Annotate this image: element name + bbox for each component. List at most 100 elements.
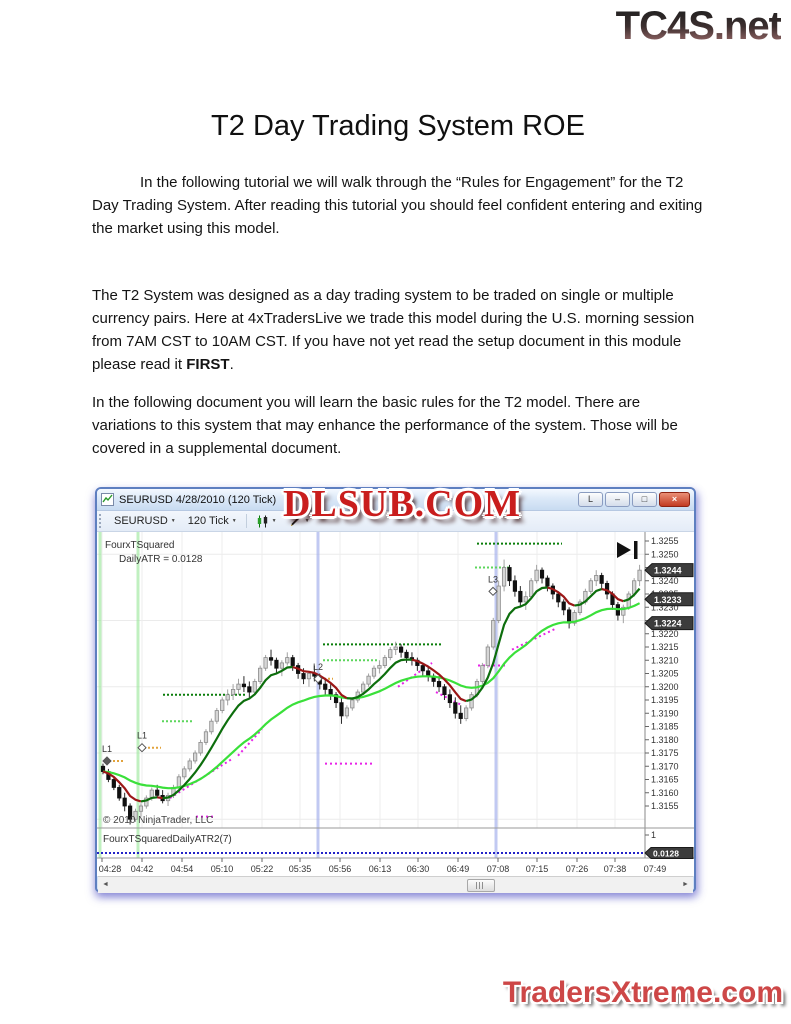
horizontal-scrollbar[interactable]: ◄ ► — [98, 876, 693, 893]
price-tag — [644, 616, 694, 631]
paragraph-system: The T2 System was designed as a day trad… — [92, 284, 704, 376]
svg-text:04:28: 04:28 — [99, 864, 122, 874]
paragraph-rules: In the following document you will learn… — [92, 394, 678, 457]
svg-text:05:35: 05:35 — [289, 864, 312, 874]
price-axis: 1.32551.32501.32451.32401.32351.32301.32… — [644, 532, 694, 858]
price-tag — [644, 563, 694, 578]
svg-text:1.3250: 1.3250 — [651, 549, 679, 559]
minimize-button[interactable]: – — [605, 492, 630, 507]
chart-toolbar: SEURUSD ▼ 120 Tick ▼ ▼ ▼ — [97, 511, 694, 532]
svg-text:L1: L1 — [102, 744, 112, 754]
svg-text:© 2010 NinjaTrader, LLC: © 2010 NinjaTrader, LLC — [103, 815, 213, 826]
interval-label: 120 Tick — [187, 515, 229, 527]
svg-text:L1: L1 — [137, 731, 147, 741]
svg-text:1.3230: 1.3230 — [651, 602, 679, 612]
document-body: T2 Day Trading System ROE In the followi… — [92, 110, 704, 460]
close-button[interactable]: × — [659, 492, 690, 507]
candles — [100, 559, 642, 825]
svg-text:05:22: 05:22 — [251, 864, 274, 874]
svg-text:07:08: 07:08 — [487, 864, 510, 874]
chevron-down-icon: ▼ — [304, 518, 310, 524]
draw-tool-dropdown[interactable]: ▼ — [286, 514, 313, 529]
svg-text:1.3205: 1.3205 — [651, 669, 679, 679]
svg-text:0.0128: 0.0128 — [653, 849, 679, 859]
entry-markers: L1 L1 L2 L3 — [102, 574, 498, 766]
session-lines — [98, 532, 498, 858]
gridlines — [97, 532, 645, 828]
price-tag — [644, 592, 694, 607]
scroll-left-arrow-icon[interactable]: ◄ — [102, 881, 109, 888]
svg-text:1.3170: 1.3170 — [651, 761, 679, 771]
dlsub-watermark: DLSUB.COM — [282, 483, 522, 525]
scrollbar-grip[interactable] — [466, 879, 495, 892]
svg-text:1: 1 — [651, 830, 656, 840]
svg-text:1.3210: 1.3210 — [651, 655, 679, 665]
page-title: T2 Day Trading System ROE — [211, 110, 585, 142]
fast-ma-line — [102, 586, 641, 803]
chart-canvas: L1 L1 L2 L3 FourxTSquared DailyATR = 0.0128 © … — [97, 532, 694, 876]
svg-text:DailyATR = 0.0128: DailyATR = 0.0128 — [119, 554, 203, 565]
svg-text:1.3190: 1.3190 — [651, 708, 679, 718]
window-titlebar[interactable]: SEURUSD 4/28/2010 (120 Tick) L – □ × — [97, 489, 694, 511]
svg-text:FourxTSquaredDailyATR2(7): FourxTSquaredDailyATR2(7) — [103, 834, 232, 845]
atr-subpanel: FourxTSquaredDailyATR2(7) 1 0.0128 — [97, 827, 694, 859]
toolbar-separator — [245, 514, 247, 528]
instrument-label: SEURUSD — [114, 515, 168, 527]
svg-text:05:56: 05:56 — [329, 864, 352, 874]
restore-button[interactable]: □ — [632, 492, 657, 507]
instrument-dropdown[interactable]: SEURUSD ▼ — [111, 514, 179, 528]
svg-text:06:30: 06:30 — [407, 864, 430, 874]
window-title: SEURUSD 4/28/2010 (120 Tick) — [119, 493, 277, 506]
svg-text:06:13: 06:13 — [369, 864, 392, 874]
svg-text:1.3185: 1.3185 — [651, 722, 679, 732]
svg-text:07:38: 07:38 — [604, 864, 627, 874]
svg-text:1.3175: 1.3175 — [651, 748, 679, 758]
svg-text:L3: L3 — [488, 574, 498, 584]
pen-icon — [290, 516, 300, 526]
svg-text:1.3165: 1.3165 — [651, 775, 679, 785]
svg-text:07:49: 07:49 — [644, 864, 667, 874]
svg-text:1.3215: 1.3215 — [651, 642, 679, 652]
link-button[interactable]: L — [578, 492, 603, 507]
slow-ma-line — [102, 602, 641, 790]
paragraph-system-bold: FIRST — [186, 356, 230, 373]
svg-text:1.3244: 1.3244 — [654, 566, 682, 576]
paragraph-system-tail: . — [229, 356, 234, 373]
tradersxtreme-logo: TradersXtreme.com — [502, 976, 783, 1009]
svg-text:FourxTSquared: FourxTSquared — [105, 540, 174, 551]
go-to-end-icon[interactable] — [617, 541, 638, 559]
indicator-labels: FourxTSquared DailyATR = 0.0128 © 2010 Nin… — [103, 540, 213, 826]
tc4s-logo: TC4S.net — [615, 4, 782, 48]
toolbar-grip[interactable] — [99, 514, 105, 528]
atr-tag — [644, 847, 694, 859]
chevron-down-icon: ▼ — [231, 518, 237, 524]
svg-text:1.3255: 1.3255 — [651, 536, 679, 546]
svg-text:04:42: 04:42 — [131, 864, 154, 874]
svg-text:1.3155: 1.3155 — [651, 801, 679, 811]
svg-text:L2: L2 — [313, 662, 323, 672]
svg-text:04:54: 04:54 — [171, 864, 194, 874]
svg-text:06:49: 06:49 — [447, 864, 470, 874]
svg-text:1.3200: 1.3200 — [651, 682, 679, 692]
time-axis: 04:28 04:42 04:54 05:10 05:22 05:35 05:56 06:13… — [99, 858, 667, 874]
svg-text:1.3195: 1.3195 — [651, 695, 679, 705]
chart-style-dropdown[interactable]: ▼ — [253, 514, 280, 529]
chart-window: SEURUSD 4/28/2010 (120 Tick) L – □ × SEU… — [95, 487, 696, 893]
svg-text:07:26: 07:26 — [566, 864, 589, 874]
svg-text:1.3220: 1.3220 — [651, 629, 679, 639]
svg-text:1.3233: 1.3233 — [654, 595, 682, 605]
scroll-right-arrow-icon[interactable]: ► — [682, 881, 689, 888]
paragraph-system-text: The T2 System was designed as a day trad… — [92, 287, 695, 373]
svg-text:05:10: 05:10 — [211, 864, 234, 874]
chevron-down-icon: ▼ — [170, 518, 176, 524]
chart-window-icon — [101, 493, 114, 506]
paragraph-intro: In the following tutorial we will walk t… — [92, 174, 703, 237]
svg-text:07:15: 07:15 — [526, 864, 549, 874]
interval-dropdown[interactable]: 120 Tick ▼ — [185, 514, 240, 528]
svg-text:1.3224: 1.3224 — [654, 619, 682, 629]
candlestick-style-icon — [257, 515, 267, 527]
svg-text:1.3160: 1.3160 — [651, 788, 679, 798]
svg-text:1.3180: 1.3180 — [651, 735, 679, 745]
chevron-down-icon: ▼ — [271, 518, 277, 524]
svg-text:1.3240: 1.3240 — [651, 576, 679, 586]
